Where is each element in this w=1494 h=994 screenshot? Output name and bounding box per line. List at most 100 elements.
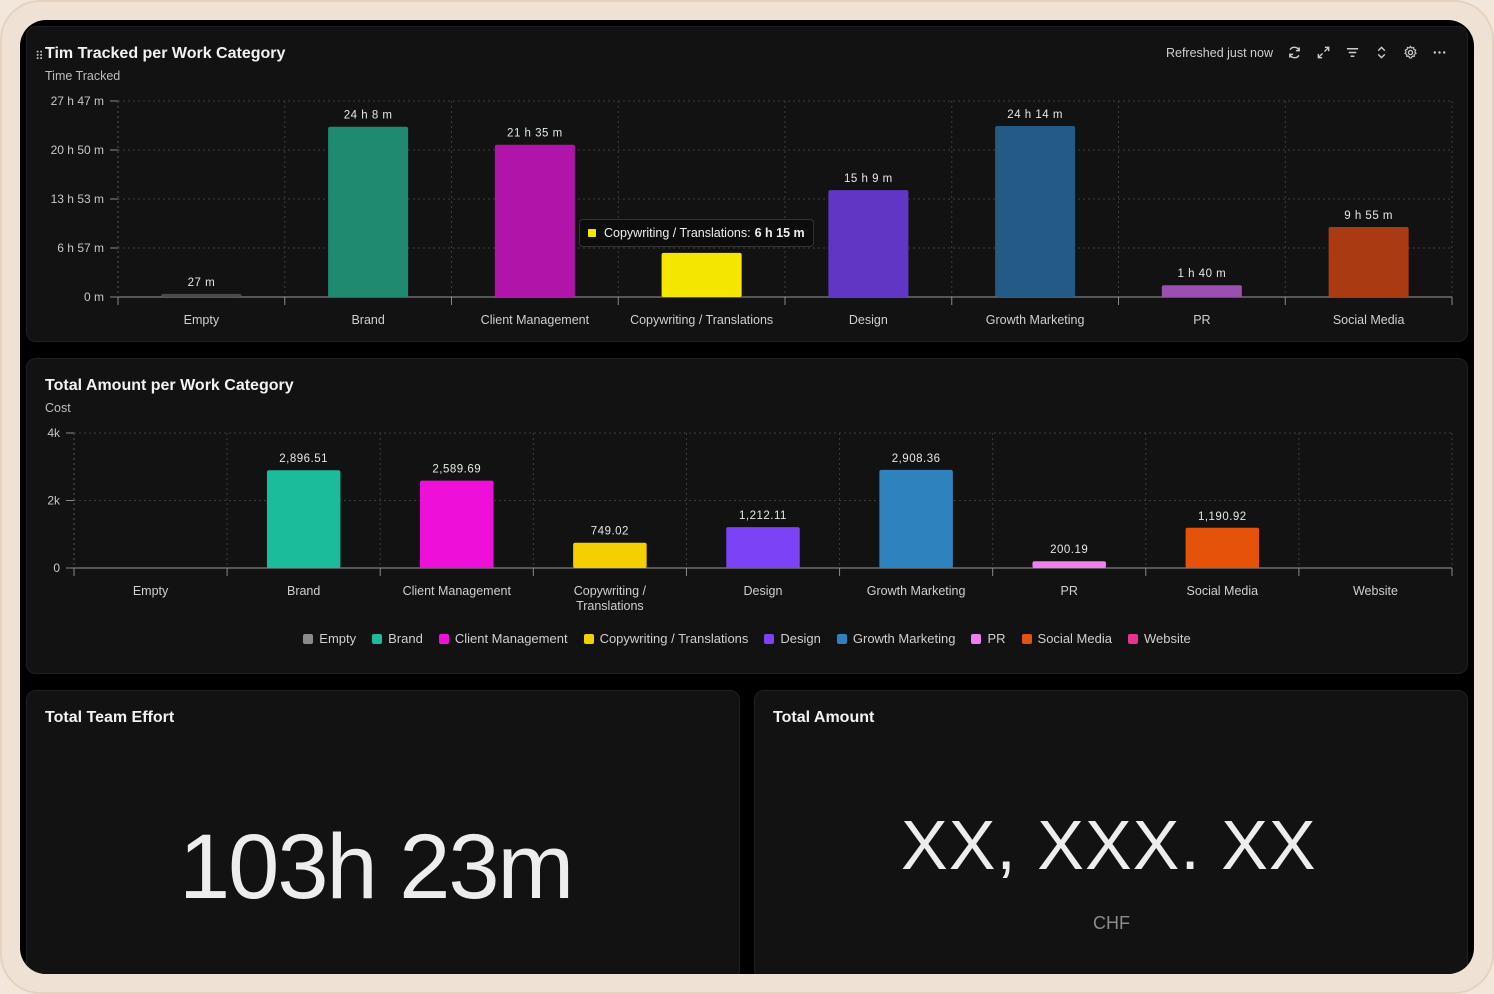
chart2-category-label: Brand	[287, 584, 320, 598]
legend-label: Website	[1143, 631, 1191, 646]
legend-item[interactable]: Design	[764, 631, 821, 646]
chart1-title: Tim Tracked per Work Category	[45, 45, 286, 62]
chart2-category-label: PR	[1061, 584, 1078, 598]
chart2-data-label: 749.02	[591, 526, 629, 538]
chart1-category-label: Growth Marketing	[986, 313, 1085, 327]
legend-item[interactable]: Copywriting / Translations	[583, 631, 749, 646]
chart2-data-label: 200.19	[1050, 544, 1088, 556]
refreshed-status: Refreshed just now	[1165, 45, 1273, 60]
chart1-category-label: Client Management	[481, 313, 590, 327]
chart2-category-label: Website	[1353, 584, 1398, 598]
total-amount-card: Total Amount XX, XXX. XX CHF	[754, 690, 1468, 974]
chart1-toolbar: Refreshed just now	[1166, 45, 1447, 60]
chart2-title: Total Amount per Work Category	[45, 377, 294, 394]
chart2-ytick-label: 2k	[47, 494, 61, 508]
chart1-ytick-label: 0 m	[84, 290, 104, 304]
chart2-ytick-label: 0	[53, 561, 60, 575]
chart2-bar-growth-marketing	[879, 469, 953, 568]
amount-value: XX, XXX. XX	[901, 806, 1317, 884]
legend-swatch	[1127, 633, 1138, 644]
chart2-data-label: 1,212.11	[739, 510, 787, 522]
legend-item[interactable]: Website	[1127, 631, 1191, 646]
chart2-category-label: Translations	[576, 599, 644, 613]
chart1-bar-design	[828, 190, 909, 297]
chart1-tooltip: Copywriting / Translations: 6 h 15 m	[579, 219, 814, 247]
chart1-bar-empty	[161, 293, 242, 297]
chart1-bar-social-media	[1328, 227, 1409, 297]
legend-swatch	[303, 633, 314, 644]
effort-title: Total Team Effort	[45, 709, 175, 726]
chart1-bar-copywriting-translations	[661, 252, 742, 297]
legend-item[interactable]: Social Media	[1021, 631, 1112, 646]
chart1-data-label: 21 h 35 m	[507, 128, 563, 140]
chart1-bar-brand	[328, 126, 409, 297]
time-tracked-bar-chart: 0 m 6 h 57 m 13 h 53 m 20 h 50 m 27 h 47 m 27…	[51, 94, 1453, 327]
sort-icon[interactable]	[1374, 45, 1389, 60]
chart2-bar-client-management	[420, 480, 494, 568]
total-team-effort-card: Total Team Effort 103h 23m	[26, 690, 740, 974]
legend-label: Brand	[388, 631, 423, 646]
legend-swatch	[583, 633, 594, 644]
tooltip-swatch	[588, 229, 596, 237]
chart1-bar-growth-marketing	[995, 126, 1076, 297]
chart2-category-label: Social Media	[1187, 584, 1259, 598]
legend-label: Empty	[319, 631, 357, 646]
gear-icon[interactable]	[1403, 45, 1418, 60]
chart2-category-label: Copywriting /	[574, 584, 647, 598]
chart2-bar-pr	[1032, 561, 1106, 568]
legend-label: Growth Marketing	[852, 631, 956, 646]
legend-item[interactable]: Brand	[372, 631, 423, 646]
chart1-data-label: 27 m	[188, 277, 216, 289]
chart1-category-label: Copywriting / Translations	[630, 313, 773, 327]
tooltip-label: Copywriting / Translations:	[604, 226, 751, 240]
legend-item[interactable]: Growth Marketing	[836, 631, 956, 646]
chart1-category-label: PR	[1193, 313, 1210, 327]
chart2-bar-social-media	[1185, 527, 1260, 568]
legend-item[interactable]: Empty	[303, 631, 356, 646]
chart2-category-label: Design	[744, 584, 783, 598]
chart1-data-label: 9 h 55 m	[1344, 210, 1393, 222]
chart2-ytick-label: 4k	[47, 426, 61, 440]
chart2-bar-design	[726, 527, 800, 568]
chart2-data-label: 2,896.51	[279, 453, 328, 465]
chart1-data-label: 24 h 8 m	[344, 110, 393, 122]
chart1-data-label: 15 h 9 m	[844, 173, 893, 185]
chart1-ytick-label: 20 h 50 m	[51, 143, 104, 157]
more-options-icon[interactable]	[1432, 45, 1447, 60]
expand-icon[interactable]	[1316, 45, 1331, 60]
chart1-data-label: 1 h 40 m	[1178, 268, 1227, 280]
chart2-category-label: Client Management	[403, 584, 512, 598]
chart1-category-label: Design	[849, 313, 888, 327]
amount-title: Total Amount	[773, 709, 875, 726]
tooltip-value: 6 h 15 m	[754, 226, 805, 240]
effort-value: 103h 23m	[179, 816, 574, 918]
chart1-ytick-label: 13 h 53 m	[51, 192, 104, 206]
chart1-ytick-label: 6 h 57 m	[57, 241, 104, 255]
chart2-data-label: 1,190.92	[1198, 511, 1247, 523]
legend-item[interactable]: Client Management	[438, 631, 568, 646]
chart1-subtitle: Time Tracked	[45, 69, 121, 83]
refresh-icon[interactable]	[1287, 45, 1302, 60]
chart1-category-label: Brand	[351, 313, 384, 327]
legend-label: Copywriting / Translations	[599, 631, 749, 646]
chart2-category-label: Growth Marketing	[867, 584, 966, 598]
chart1-bar-pr	[1161, 285, 1242, 297]
chart2-bar-brand	[266, 470, 341, 568]
legend-swatch	[836, 633, 847, 644]
legend-swatch	[372, 633, 383, 644]
legend-item[interactable]: PR	[971, 631, 1006, 646]
chart2-data-label: 2,589.69	[432, 464, 481, 476]
legend-label: PR	[987, 631, 1006, 646]
chart1-data-label: 24 h 14 m	[1007, 109, 1063, 121]
legend-label: Client Management	[454, 631, 568, 646]
filter-icon[interactable]	[1345, 45, 1360, 60]
legend-swatch	[764, 633, 775, 644]
legend-swatch	[1021, 633, 1032, 644]
legend-swatch	[438, 633, 449, 644]
chart1-category-label: Empty	[184, 313, 220, 327]
chart1-bar-client-management	[494, 144, 575, 297]
chart1-ytick-label: 27 h 47 m	[51, 94, 104, 108]
chart2-subtitle: Cost	[45, 401, 71, 415]
drag-handle-icon[interactable]: ⠿	[35, 49, 44, 63]
chart2-bar-copywriting-translations	[573, 542, 647, 568]
